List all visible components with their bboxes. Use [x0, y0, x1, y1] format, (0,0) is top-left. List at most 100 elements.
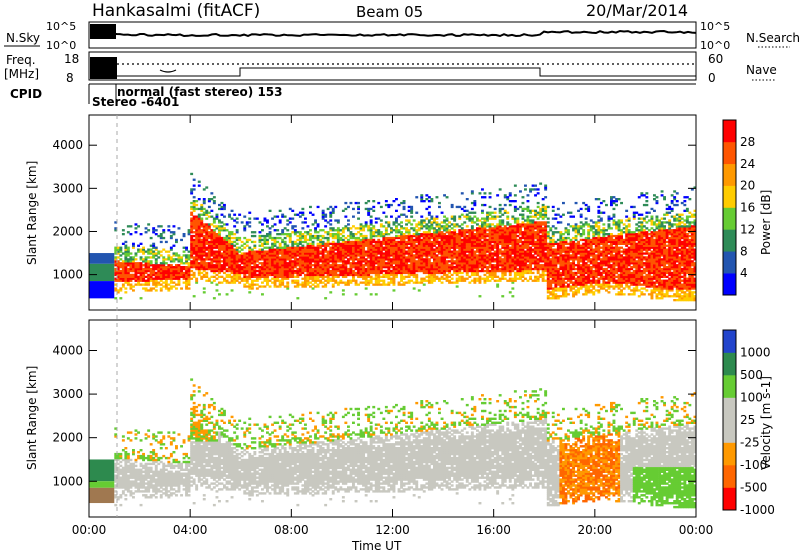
power-cell — [579, 221, 583, 224]
power-cell — [572, 248, 575, 251]
power-cell — [374, 283, 378, 286]
power-cell — [268, 227, 272, 230]
power-cell — [281, 250, 285, 253]
power-cell — [228, 281, 231, 284]
power-cell — [392, 262, 396, 265]
power-cell — [311, 260, 315, 263]
power-cell — [405, 223, 408, 226]
power-cell — [483, 269, 487, 273]
power-cell — [486, 258, 489, 261]
power-cell — [266, 254, 269, 257]
power-cell — [248, 269, 252, 273]
power-cell — [119, 248, 123, 251]
power-cell — [268, 233, 272, 236]
power-cell — [511, 262, 515, 265]
power-cell — [476, 267, 479, 271]
power-cell — [430, 217, 434, 220]
power-cell — [137, 264, 140, 267]
power-cell — [293, 248, 297, 251]
power-cell — [334, 252, 338, 255]
power-cell — [319, 256, 323, 259]
power-cell — [397, 215, 401, 218]
power-cell — [218, 254, 221, 257]
power-cell — [167, 229, 171, 232]
power-cell — [212, 260, 216, 263]
power-cell — [172, 275, 176, 278]
power-cell — [460, 234, 464, 238]
power-cell — [526, 254, 530, 257]
power-cell — [276, 240, 280, 244]
power-cell — [521, 225, 525, 228]
power-cell — [498, 231, 502, 234]
power-cell — [443, 240, 446, 244]
power-cell — [369, 250, 373, 253]
power-cell — [501, 244, 505, 247]
power-cell — [243, 215, 247, 218]
power-cell — [364, 223, 368, 226]
power-cell — [126, 231, 130, 234]
power-cell — [546, 246, 550, 249]
power-cell — [316, 271, 320, 275]
power-cell — [526, 256, 530, 259]
power-cell — [463, 279, 467, 282]
power-cell — [266, 219, 269, 222]
power-cell — [397, 248, 401, 251]
power-cell — [496, 264, 500, 267]
power-cell — [311, 277, 315, 280]
power-cell — [223, 262, 226, 265]
power-cell — [369, 242, 373, 245]
power-cell — [291, 279, 295, 282]
power-cell — [541, 223, 545, 226]
power-cell — [427, 229, 431, 232]
power-cell — [377, 246, 381, 249]
power-cell — [215, 213, 219, 216]
power-cell — [149, 248, 153, 251]
power-cell — [321, 269, 325, 273]
power-cell — [281, 283, 285, 286]
power-cell — [425, 269, 429, 273]
power-cell — [192, 295, 196, 298]
power-cell — [212, 200, 216, 203]
power-cell — [116, 271, 120, 275]
power-cell — [152, 254, 156, 257]
power-cell — [309, 233, 312, 236]
power-cell — [539, 182, 543, 185]
power-cell — [377, 260, 381, 263]
power-cell — [296, 234, 300, 238]
power-cell — [544, 188, 548, 191]
power-cell — [195, 246, 199, 249]
power-cell — [238, 277, 242, 280]
power-cell — [476, 256, 479, 259]
power-cell — [311, 240, 315, 244]
power-cell — [536, 213, 540, 216]
power-cell — [463, 238, 467, 242]
power-cell — [149, 252, 153, 255]
power-cell — [455, 267, 459, 271]
power-cell — [364, 242, 368, 245]
power-cell — [478, 260, 482, 263]
nave-tick-bottom: 0 — [708, 71, 716, 85]
power-cell — [476, 238, 479, 242]
power-cell — [574, 227, 578, 230]
power-cell — [281, 275, 285, 278]
power-cell — [377, 283, 381, 286]
power-cell — [392, 267, 396, 271]
power-cell — [425, 254, 429, 257]
power-cell — [359, 267, 363, 271]
power-cell — [572, 225, 575, 228]
power-cell — [455, 252, 459, 255]
power-cell — [529, 264, 532, 267]
power-cell — [293, 279, 297, 282]
power-cell — [458, 240, 462, 244]
power-cell — [544, 233, 548, 236]
power-cell — [569, 240, 573, 244]
power-cell — [519, 264, 522, 267]
power-cell — [372, 225, 376, 228]
power-cell — [250, 281, 254, 284]
power-cell — [319, 271, 323, 275]
power-cell — [483, 196, 487, 199]
power-cell — [422, 248, 426, 251]
power-cell — [460, 192, 464, 195]
power-cell — [407, 231, 411, 234]
power-cell — [367, 271, 371, 275]
